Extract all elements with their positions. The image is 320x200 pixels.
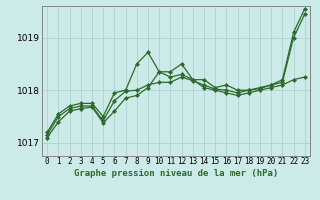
X-axis label: Graphe pression niveau de la mer (hPa): Graphe pression niveau de la mer (hPa)	[74, 169, 278, 178]
